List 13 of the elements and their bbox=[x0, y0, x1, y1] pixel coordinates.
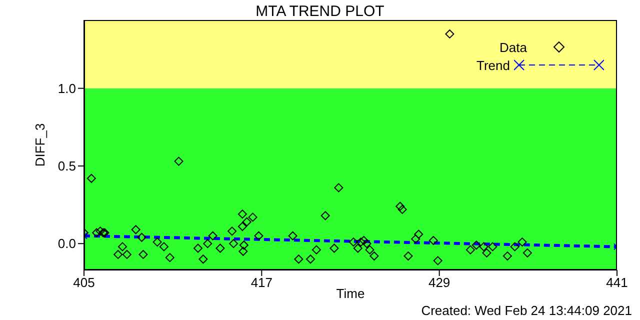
x-axis-title: Time bbox=[336, 286, 365, 301]
chart-title: MTA TREND PLOT bbox=[254, 3, 386, 20]
x-tick-label: 441 bbox=[606, 275, 628, 290]
y-tick-label: 1.0 bbox=[58, 80, 76, 96]
y-tick-label: 0.5 bbox=[58, 158, 76, 174]
y-tick-label: 0.0 bbox=[58, 236, 76, 252]
legend-label: Data bbox=[500, 40, 527, 54]
x-tick-label: 429 bbox=[428, 275, 450, 290]
text: Created: Wed Feb 24 13:44:09 2021 bbox=[421, 303, 632, 318]
legend-label: Trend bbox=[476, 58, 510, 72]
x-tick-label: 417 bbox=[250, 275, 273, 290]
y-axis-title: DIFF_3 bbox=[32, 123, 48, 167]
x-tick-label: 405 bbox=[73, 275, 95, 290]
